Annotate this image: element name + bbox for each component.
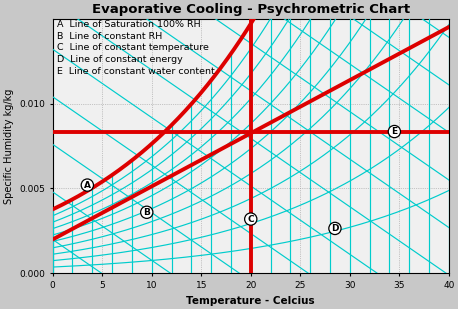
Text: A: A	[84, 180, 91, 190]
Y-axis label: Specific Humidity kg/kg: Specific Humidity kg/kg	[4, 88, 14, 204]
Text: B: B	[143, 208, 150, 217]
Title: Evaporative Cooling - Psychrometric Chart: Evaporative Cooling - Psychrometric Char…	[92, 3, 410, 16]
Text: E: E	[391, 127, 398, 136]
Text: A  Line of Saturation 100% RH
B  Line of constant RH
C  Line of constant tempera: A Line of Saturation 100% RH B Line of c…	[57, 20, 214, 76]
X-axis label: Temperature - Celcius: Temperature - Celcius	[186, 296, 315, 306]
Text: D: D	[331, 224, 339, 233]
Text: C: C	[247, 214, 254, 224]
